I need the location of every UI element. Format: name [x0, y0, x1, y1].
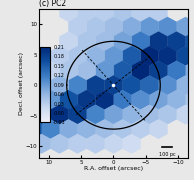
Y-axis label: Decl. offset (arcsec): Decl. offset (arcsec)	[19, 52, 24, 115]
X-axis label: R.A. offset (arcsec): R.A. offset (arcsec)	[84, 166, 143, 171]
Text: 100 pc: 100 pc	[159, 152, 175, 157]
Text: (c) PC2: (c) PC2	[39, 0, 66, 8]
